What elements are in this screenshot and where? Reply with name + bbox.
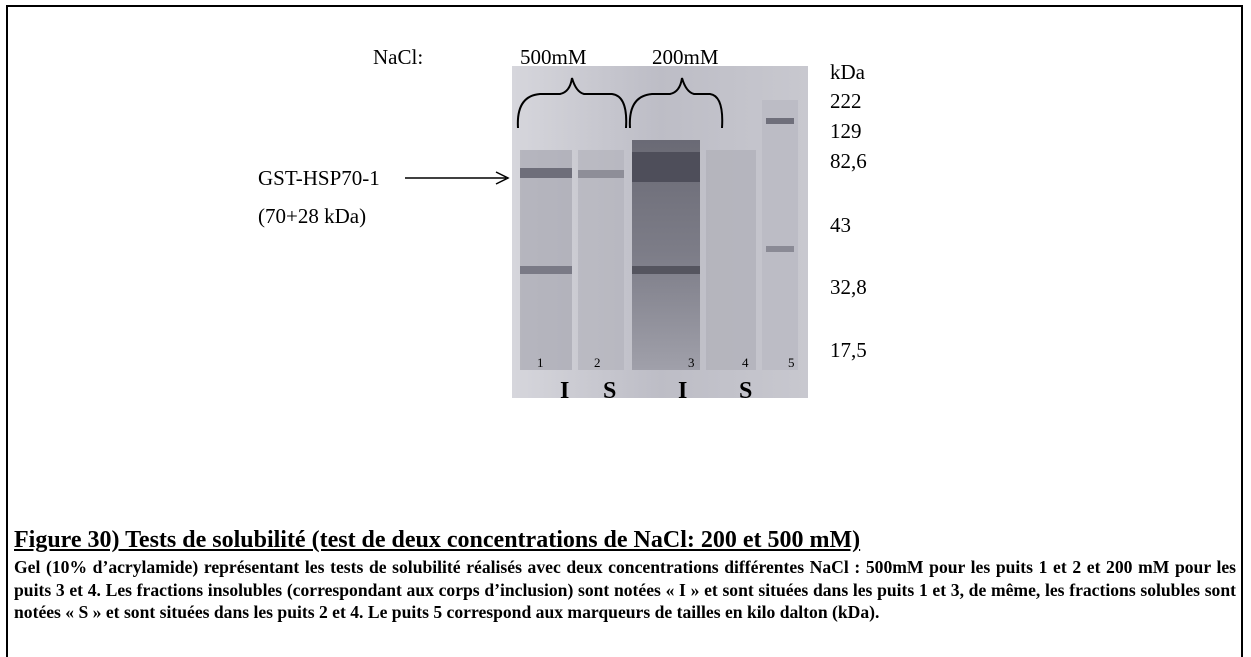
lane-number: 5 — [788, 356, 795, 370]
unit-label: kDa — [830, 60, 865, 84]
marker-label: 43 — [830, 213, 851, 237]
fraction-label: S — [603, 378, 616, 404]
marker-label: 17,5 — [830, 338, 867, 362]
concentration: 500mM — [520, 45, 587, 69]
marker-label: 32,8 — [830, 275, 867, 299]
band — [578, 170, 624, 178]
band — [766, 118, 794, 124]
caption-title: Figure 30) Tests de solubilité (test de … — [14, 527, 860, 554]
page: NaCl: 500mM 200mM kDa 222 129 82,6 43 32… — [0, 0, 1251, 657]
band — [632, 152, 700, 182]
fraction-label: S — [739, 378, 752, 404]
marker-label: 222 — [830, 89, 862, 113]
salt-label: NaCl: — [373, 45, 423, 69]
lane-number: 4 — [742, 356, 749, 370]
band — [766, 246, 794, 252]
marker-label: 129 — [830, 119, 862, 143]
lane-number: 3 — [688, 356, 695, 370]
concentration: 200mM — [652, 45, 719, 69]
protein-name: GST-HSP70-1 — [258, 166, 380, 190]
protein-size: (70+28 kDa) — [258, 204, 366, 228]
fraction-label: I — [560, 378, 569, 404]
band — [520, 266, 572, 274]
lane-number: 1 — [537, 356, 544, 370]
lane — [706, 150, 756, 370]
band — [632, 266, 700, 274]
caption-body: Gel (10% d’acrylamide) représentant les … — [14, 556, 1236, 624]
band — [520, 168, 572, 178]
fraction-label: I — [678, 378, 687, 404]
lane — [578, 150, 624, 370]
lane-number: 2 — [594, 356, 601, 370]
lane — [762, 100, 798, 370]
lane — [520, 150, 572, 370]
marker-label: 82,6 — [830, 149, 867, 173]
